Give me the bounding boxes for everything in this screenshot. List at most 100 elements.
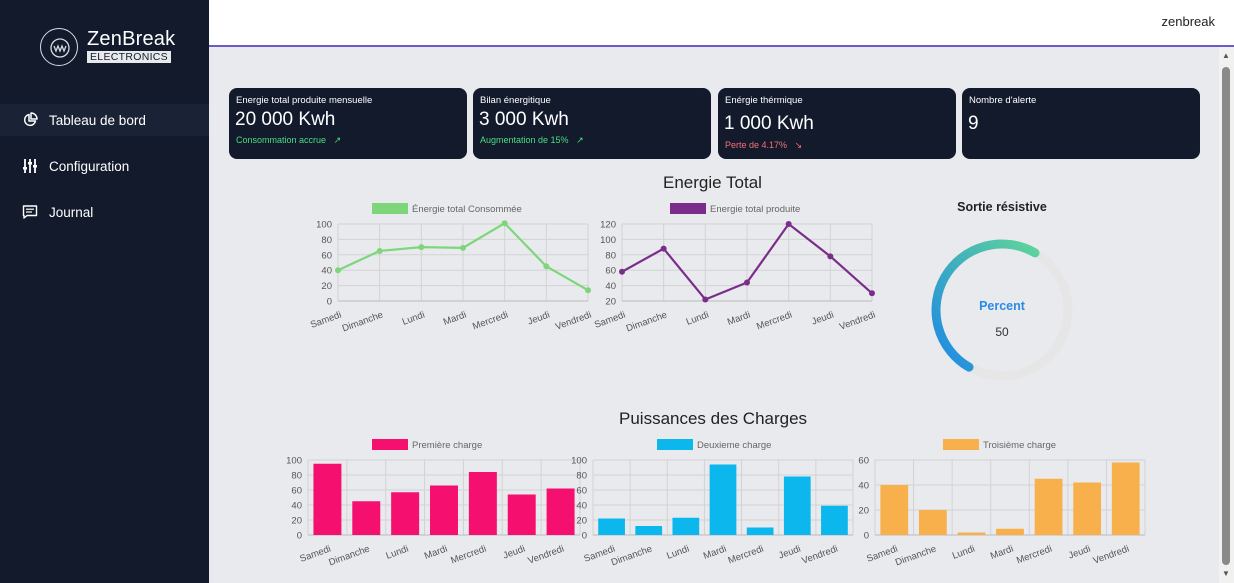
y-tick-label: 40 (321, 266, 332, 277)
y-tick-label: 100 (571, 456, 587, 467)
bar (598, 518, 625, 535)
logo-icon (40, 28, 78, 66)
scroll-down-icon[interactable]: ▼ (1222, 569, 1230, 578)
nav-item-journal[interactable]: Journal (0, 196, 209, 228)
x-tick-label: Mercredi (755, 309, 793, 332)
y-tick-label: 80 (576, 471, 587, 482)
y-tick-label: 20 (291, 516, 302, 527)
x-tick-label: Dimanche (341, 309, 385, 334)
bar (880, 485, 909, 535)
bar (391, 492, 420, 535)
x-tick-label: Jeudi (502, 543, 527, 561)
trend-up-icon: ↗ (333, 135, 342, 145)
trend-up-icon: ↗ (576, 135, 584, 145)
bar (635, 526, 663, 535)
y-tick-label: 40 (291, 501, 302, 512)
nav-label: Configuration (49, 158, 130, 174)
scroll-up-icon[interactable]: ▲ (1222, 51, 1230, 60)
trend-down-icon: ↘ (794, 140, 803, 150)
bar (430, 485, 458, 535)
y-tick-label: 60 (321, 250, 332, 261)
y-tick-label: 120 (600, 220, 616, 231)
data-point (460, 244, 466, 251)
scrollbar[interactable]: ▲ ▼ (1219, 47, 1234, 583)
bar (672, 517, 700, 535)
kpi-card-alertes: Nombre d'alerte 9 (962, 88, 1200, 159)
x-tick-label: Vendredi (554, 309, 593, 332)
y-tick-label: 0 (327, 297, 332, 308)
x-tick-label: Mardi (702, 543, 728, 561)
y-tick-label: 20 (321, 281, 332, 292)
section-title-energie: Energie Total (663, 173, 762, 192)
x-tick-label: Dimanche (327, 543, 371, 568)
data-point (376, 247, 383, 254)
y-tick-label: 0 (297, 531, 302, 542)
section-title-puissances: Puissances des Charges (619, 409, 808, 428)
x-tick-label: Vendredi (800, 543, 839, 566)
y-tick-label: 20 (605, 297, 616, 308)
y-tick-label: 60 (858, 456, 869, 467)
card-title: Bilan énergitique (480, 95, 551, 106)
data-point (785, 221, 792, 227)
bar (507, 494, 536, 535)
kpi-card-energie-thermique: Enérgie thérmique 1 000 Kwh Perte de 4.1… (718, 88, 956, 159)
x-tick-label: Lundi (385, 543, 411, 561)
scrollbar-thumb[interactable] (1222, 67, 1230, 565)
x-tick-label: Mercredi (1015, 543, 1053, 566)
kpi-card-bilan: Bilan énergitique 3 000 Kwh Augmentation… (473, 88, 711, 159)
y-tick-label: 40 (605, 281, 616, 292)
bar (468, 472, 497, 535)
legend-swatch (372, 439, 408, 450)
x-tick-label: Lundi (685, 309, 711, 327)
kpi-card-energie-produite: Energie total produite mensuelle 20 000 … (229, 88, 467, 159)
bar (1111, 462, 1140, 535)
card-value: 9 (968, 113, 979, 134)
data-point (543, 263, 550, 270)
pie-chart-icon (23, 112, 38, 127)
brand-logo[interactable]: ZenBreak ELECTRONICS (40, 26, 180, 72)
card-trend-text: Augmentation de 15% (480, 135, 569, 145)
gauge-value-arc (931, 239, 1040, 372)
legend-label: Énergie total Consommée (412, 204, 522, 215)
data-point (702, 296, 709, 303)
x-tick-label: Dimanche (625, 309, 669, 334)
card-trend-text: Perte de 4.17% (725, 140, 788, 150)
data-point (744, 279, 750, 286)
nav-item-tableau-de-bord[interactable]: Tableau de bord (0, 104, 209, 136)
y-tick-label: 40 (576, 501, 587, 512)
x-tick-label: Samedi (298, 543, 332, 564)
x-tick-label: Mardi (423, 543, 449, 561)
x-tick-label: Mercredi (471, 309, 509, 332)
y-tick-label: 80 (291, 471, 302, 482)
bar (746, 527, 774, 535)
card-trend: Consommation accrue ↗ (236, 135, 341, 146)
card-title: Nombre d'alerte (969, 95, 1037, 106)
legend-swatch (657, 439, 693, 450)
x-tick-label: Mercredi (449, 543, 487, 566)
gauge-title: Sortie résistive (957, 200, 1047, 214)
data-point (418, 244, 425, 251)
chart-premiere-charge: Première charge 0 20 40 60 80 100 SamediDimanch… (286, 439, 581, 568)
sliders-icon (23, 159, 37, 173)
card-value: 3 000 Kwh (479, 109, 569, 130)
bar (313, 463, 342, 535)
data-point (827, 253, 834, 260)
x-tick-label: Jeudi (526, 309, 551, 327)
x-tick-label: Mercredi (727, 543, 765, 566)
nav-label: Tableau de bord (49, 112, 146, 128)
card-title: Enérgie thérmique (725, 95, 803, 106)
nav-label: Journal (49, 204, 94, 220)
nav-item-configuration[interactable]: Configuration (0, 150, 209, 182)
y-tick-label: 60 (605, 266, 616, 277)
user-menu[interactable]: zenbreak (1161, 14, 1215, 29)
x-tick-label: Mardi (989, 543, 1015, 561)
y-tick-label: 80 (321, 235, 332, 246)
bar (783, 476, 811, 535)
y-tick-label: 60 (576, 486, 587, 497)
y-tick-label: 20 (858, 506, 869, 517)
x-tick-label: Dimanche (610, 543, 654, 568)
topbar: zenbreak (209, 0, 1234, 47)
x-tick-label: Jeudi (1067, 543, 1092, 561)
x-tick-label: Jeudi (777, 543, 802, 561)
